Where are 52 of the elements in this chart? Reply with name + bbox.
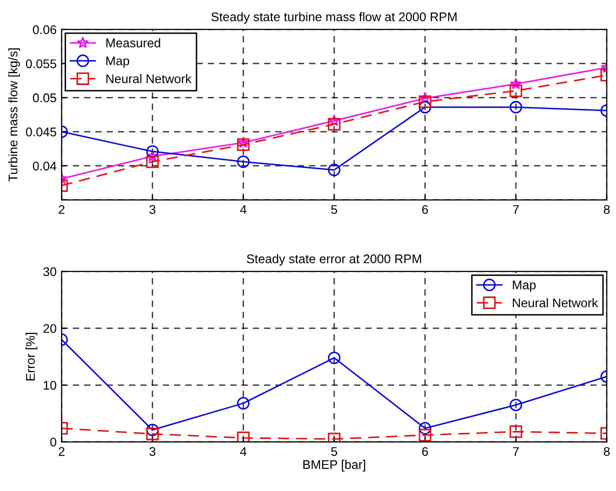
point bbox=[418, 428, 432, 442]
legend-label: Neural Network bbox=[512, 298, 598, 308]
x-tick-label: 2 bbox=[58, 205, 64, 214]
x-tick-label: 4 bbox=[240, 205, 246, 214]
x-axis-title: BMEP [bar] bbox=[303, 460, 366, 472]
legend-label: Map bbox=[512, 280, 536, 292]
x-tick-label: 2 bbox=[58, 447, 64, 456]
x-tick-label: 3 bbox=[149, 205, 156, 214]
x-tick-label: 8 bbox=[604, 447, 610, 456]
point bbox=[328, 114, 340, 126]
legend-label: Map bbox=[106, 56, 130, 68]
y-tick-label: 0.06 bbox=[32, 25, 56, 34]
x-tick-label: 4 bbox=[240, 447, 246, 456]
legend-label: Measured bbox=[106, 38, 160, 48]
point bbox=[146, 145, 159, 158]
y-tick-label: 0.04 bbox=[32, 162, 56, 170]
legend-label: Neural Network bbox=[106, 74, 192, 84]
point bbox=[328, 118, 340, 130]
y-axis-title: Error [%] bbox=[26, 332, 38, 380]
point bbox=[237, 432, 250, 442]
point bbox=[418, 100, 432, 114]
y-tick-label: 0 bbox=[50, 438, 56, 447]
x-tick-label: 6 bbox=[422, 205, 428, 214]
y-tick-label: 0.05 bbox=[32, 93, 56, 102]
point bbox=[237, 155, 250, 168]
x-tick-label: 3 bbox=[149, 447, 156, 456]
point bbox=[418, 422, 432, 435]
x-tick-label: 7 bbox=[513, 205, 519, 214]
point bbox=[237, 138, 250, 151]
chart-title: Steady state error at 2000 RPM bbox=[246, 254, 422, 266]
x-tick-label: 7 bbox=[513, 447, 519, 456]
y-tick-label: 0.045 bbox=[26, 128, 56, 136]
y-tick-label: 20 bbox=[43, 324, 56, 333]
x-tick-label: 5 bbox=[331, 205, 338, 214]
point bbox=[510, 78, 522, 90]
point bbox=[328, 164, 340, 176]
y-tick-label: 10 bbox=[44, 380, 56, 390]
point bbox=[419, 92, 432, 104]
point bbox=[237, 136, 250, 148]
point bbox=[146, 155, 159, 168]
chart-title: Steady state turbine mass flow at 2000 RPM bbox=[211, 12, 456, 24]
point bbox=[418, 95, 432, 108]
x-tick-label: 6 bbox=[422, 447, 428, 456]
point bbox=[328, 352, 340, 364]
x-tick-label: 8 bbox=[604, 205, 610, 214]
y-tick-label: 30 bbox=[43, 267, 56, 276]
point bbox=[146, 428, 159, 440]
point bbox=[237, 397, 250, 410]
y-tick-label: 0.055 bbox=[26, 59, 56, 68]
x-tick-label: 5 bbox=[331, 447, 338, 456]
point bbox=[146, 424, 159, 436]
y-axis-title: Turbine mass flow [kg/s] bbox=[8, 48, 20, 182]
